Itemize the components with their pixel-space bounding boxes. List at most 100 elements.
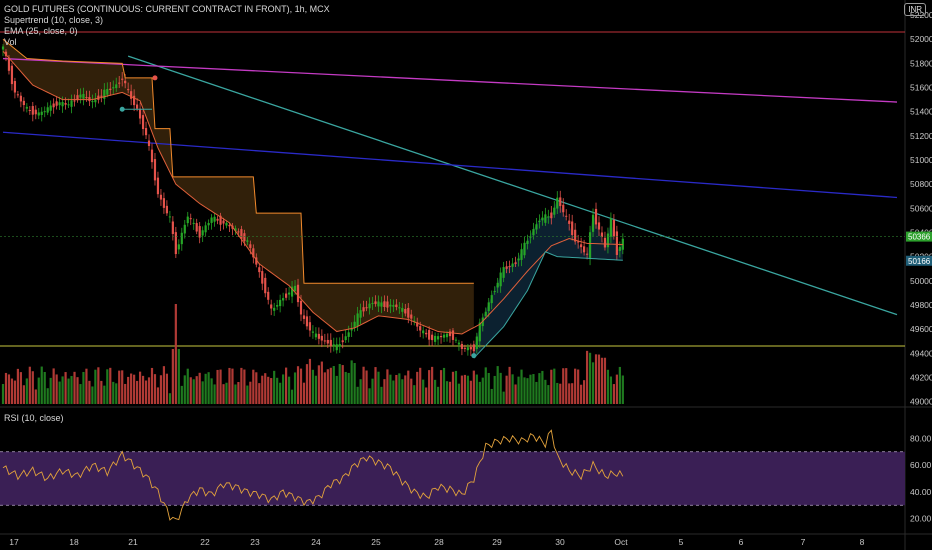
price-tick-label: 51600: [910, 83, 932, 93]
candle-body: [258, 267, 261, 273]
price-tick-label: 51000: [910, 155, 932, 165]
volume-bar: [466, 375, 469, 404]
volume-bar: [332, 366, 335, 404]
volume-bar: [389, 374, 392, 404]
volume-bar: [273, 370, 276, 404]
volume-legend[interactable]: Vol: [4, 37, 17, 47]
candle-body: [320, 335, 323, 341]
volume-bar: [600, 357, 604, 404]
candle-body: [368, 303, 371, 309]
ema-legend[interactable]: EMA (25, close, 0): [4, 26, 78, 36]
volume-bar: [308, 358, 312, 404]
volume-bar: [565, 368, 568, 404]
volume-bar: [502, 391, 505, 404]
candle-body: [490, 295, 493, 304]
candle-body: [94, 99, 97, 103]
volume-bar: [127, 376, 130, 404]
candle-body: [422, 330, 425, 334]
candle-body: [475, 336, 478, 350]
candle-body: [374, 301, 377, 304]
candle-body: [252, 248, 255, 258]
candle-body: [556, 197, 559, 209]
candle-body: [296, 284, 300, 303]
currency-badge[interactable]: INR: [904, 3, 926, 16]
candle-body: [207, 223, 210, 226]
candle-body: [323, 340, 326, 342]
candle-body: [118, 82, 121, 84]
volume-bar: [156, 387, 160, 404]
trendlines[interactable]: [2, 55, 898, 316]
candle-body: [261, 271, 264, 284]
candle-body: [46, 107, 49, 113]
candle-body: [219, 215, 222, 225]
volume-bar: [490, 388, 493, 404]
candle-body: [195, 223, 198, 232]
volume-bar: [591, 362, 595, 404]
volume-bar: [529, 374, 532, 404]
candle-body: [311, 331, 315, 333]
candle-body: [535, 224, 538, 230]
rsi-legend[interactable]: RSI (10, close): [4, 413, 64, 423]
candle-body: [341, 340, 344, 343]
candle-body: [392, 305, 395, 307]
candle-body: [553, 207, 556, 215]
volume-bar: [88, 380, 91, 404]
price-tick-label: 51400: [910, 107, 932, 117]
candle-body: [431, 334, 434, 341]
candle-body: [380, 302, 383, 307]
volume-bar: [535, 381, 538, 404]
volume-bar: [19, 372, 22, 404]
candle-body: [523, 242, 526, 256]
candle-body: [285, 293, 288, 298]
volume-bar: [282, 374, 285, 404]
volume-bar: [204, 373, 207, 404]
volume-bar: [350, 360, 353, 404]
time-tick-label: 17: [9, 537, 19, 547]
volume-bar: [216, 369, 219, 404]
candle-body: [591, 214, 595, 232]
volume-bar: [219, 369, 222, 404]
candle-body: [505, 266, 508, 269]
supertrend-legend[interactable]: Supertrend (10, close, 3): [4, 15, 104, 25]
volume-bar: [133, 374, 136, 404]
candle-body: [416, 322, 419, 327]
volume-bar: [395, 374, 398, 404]
candle-body: [198, 226, 201, 238]
time-tick-label: 28: [434, 537, 444, 547]
volume-bar: [436, 386, 440, 404]
volume-bar: [299, 368, 303, 404]
volume-bar: [13, 380, 17, 404]
candle-body: [544, 214, 547, 223]
candle-body: [439, 335, 443, 338]
volume-bar: [10, 378, 14, 404]
candle-body: [493, 290, 496, 292]
volume-bar: [147, 377, 151, 404]
volume-bar: [177, 349, 180, 404]
supertrend-down-line: [2, 38, 474, 284]
supertrend-price-badge: [906, 255, 932, 266]
supertrend-fill-layer: [3, 39, 623, 359]
volume-bar: [532, 374, 535, 404]
candle-body: [201, 230, 204, 236]
price-tick-label: 50800: [910, 179, 932, 189]
volume-bar: [386, 369, 389, 404]
volume-bar: [383, 379, 386, 404]
candle-body: [279, 299, 282, 307]
candle-body: [130, 91, 133, 99]
ema-line: [2, 50, 623, 335]
volume-bar: [258, 383, 261, 404]
rsi-tick-label: 20.00: [910, 514, 932, 524]
candle-body: [451, 330, 455, 340]
volume-bar: [320, 361, 323, 404]
volume-bar: [61, 376, 64, 404]
time-tick-label: 29: [492, 537, 502, 547]
volume-bar: [103, 385, 106, 404]
volume-bar: [171, 349, 174, 404]
volume-bar: [180, 385, 183, 404]
candle-body: [526, 240, 529, 244]
volume-bar: [115, 383, 118, 404]
candle-body: [228, 224, 231, 227]
volume-bar: [347, 372, 350, 404]
candle-body: [290, 286, 294, 297]
